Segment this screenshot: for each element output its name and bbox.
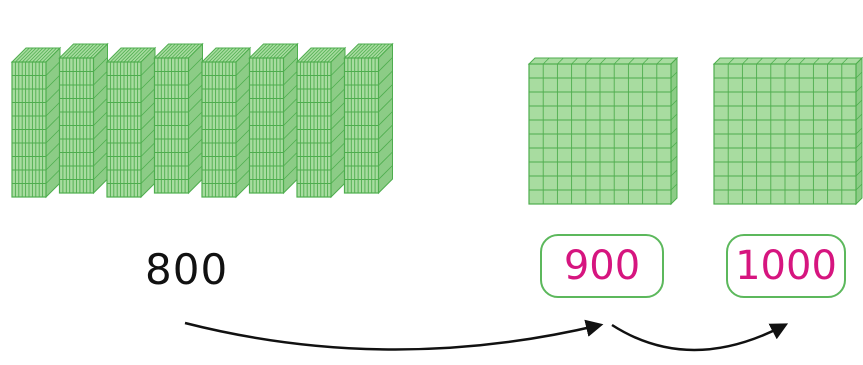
step-value-box: 1000 (726, 234, 846, 298)
hundreds-base-ten-block-icon (295, 46, 347, 199)
hundreds-base-ten-block-icon (200, 46, 252, 199)
hundreds-base-ten-block-icon (248, 42, 299, 195)
start-value-label: 800 (145, 245, 229, 294)
hundreds-base-ten-block-icon (58, 42, 109, 195)
hundreds-base-ten-block-icon (343, 42, 394, 195)
hundreds-base-ten-block-icon (105, 46, 157, 199)
step-value-1000: 1000 (735, 243, 837, 289)
hundreds-base-ten-block-icon (712, 56, 863, 206)
hundreds-base-ten-block-icon (10, 46, 62, 199)
step-value-box: 900 (540, 234, 664, 298)
hundred-block-900 (527, 56, 679, 206)
hundred-block-1000 (712, 56, 863, 206)
hundreds-blocks-stack (10, 42, 394, 199)
step-value-900: 900 (563, 243, 641, 289)
curved-arrow-icon (611, 323, 789, 352)
hundreds-base-ten-block-icon (527, 56, 679, 206)
curved-arrow-icon (184, 319, 604, 351)
hundreds-base-ten-block-icon (153, 42, 204, 195)
